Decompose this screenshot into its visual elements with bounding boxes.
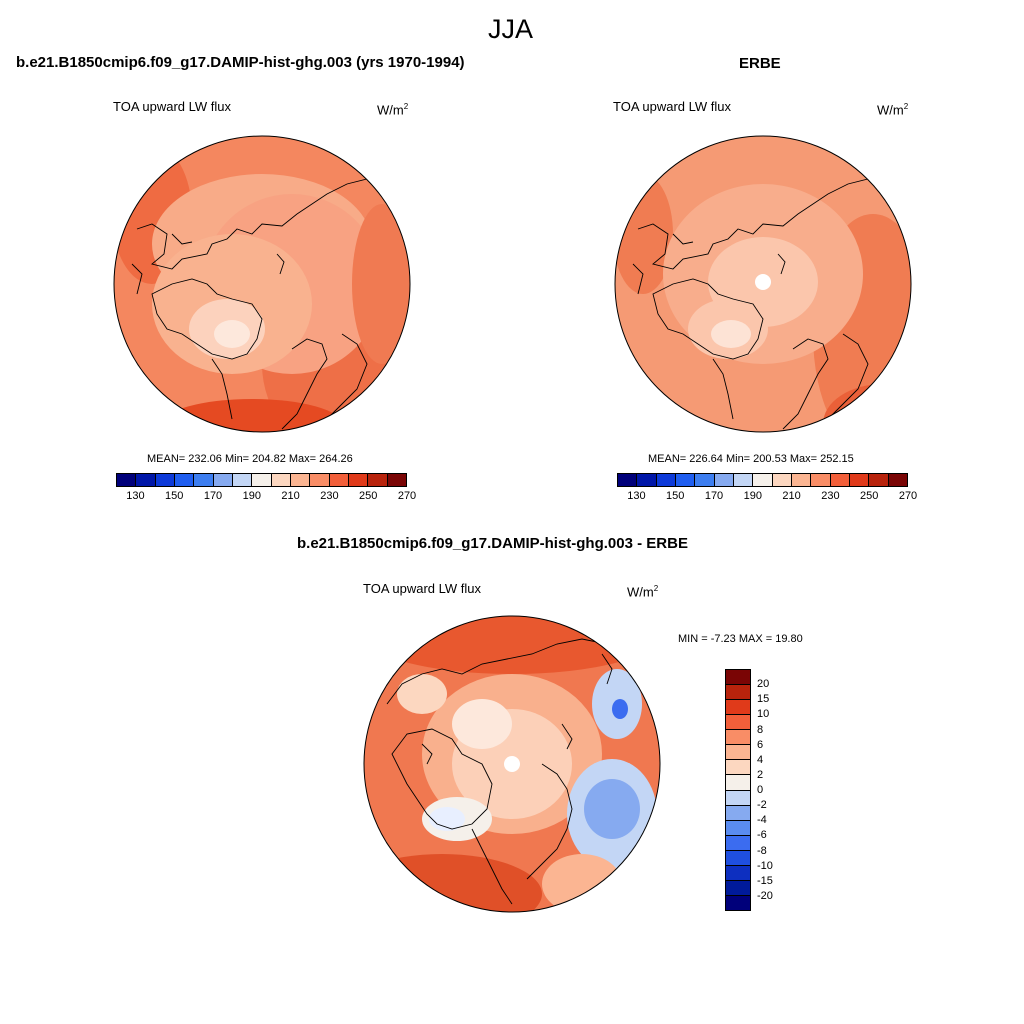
colorbar-tick-label: 210 [782, 490, 801, 502]
colorbar-swatch [791, 474, 812, 486]
colorbar-tick-label: -8 [757, 844, 767, 857]
colorbar-swatch [726, 790, 750, 806]
colorbar-swatch [726, 730, 750, 746]
colorbar-swatch [830, 474, 850, 486]
colorbar-tick-label: 270 [898, 490, 918, 502]
colorbar-swatch [213, 474, 233, 486]
colorbar-swatch [849, 474, 870, 486]
panel3-stats: MIN = -7.23 MAX = 19.80 [678, 633, 803, 645]
colorbar-tick-label: -2 [757, 799, 767, 812]
page-title: JJA [488, 14, 534, 44]
colorbar-swatch [726, 820, 750, 836]
panel1-stats: MEAN= 232.06 Min= 204.82 Max= 264.26 [147, 453, 353, 465]
colorbar-tick-label: -6 [757, 829, 767, 842]
colorbar-swatch [726, 760, 750, 776]
colorbar-swatch [271, 474, 291, 486]
panel2-colorbar: 130 150 170 190 210 230 250 270 [617, 473, 917, 503]
colorbar-swatch [811, 474, 831, 486]
colorbar-swatch [869, 474, 889, 486]
colorbar-tick-label: -4 [757, 814, 767, 827]
panel2-heading: ERBE [739, 55, 781, 72]
colorbar-tick-label: 4 [757, 753, 764, 766]
colorbar-tick-label: 190 [242, 490, 261, 502]
colorbar-swatch [174, 474, 195, 486]
colorbar-swatch [618, 474, 638, 486]
colorbar-tick-label: 6 [757, 738, 764, 751]
panel2-polar-map [614, 135, 912, 433]
colorbar-swatch [726, 670, 750, 686]
colorbar-swatch [329, 474, 349, 486]
colorbar-swatch [194, 474, 214, 486]
colorbar-swatch [155, 474, 175, 486]
panel1-colorbar: 130 150 170 190 210 230 250 270 [116, 473, 416, 503]
colorbar-tick-label: 130 [126, 490, 145, 502]
colorbar-swatch [637, 474, 657, 486]
colorbar-tick-label: 150 [165, 490, 184, 502]
colorbar-swatch [348, 474, 369, 486]
colorbar-swatch [726, 700, 750, 716]
colorbar-swatch [656, 474, 676, 486]
colorbar-swatch [726, 715, 750, 731]
colorbar-tick-label: 250 [860, 490, 879, 502]
colorbar-swatch [368, 474, 388, 486]
colorbar-tick-label: 2 [757, 768, 764, 781]
colorbar-swatch [310, 474, 330, 486]
panel3-units: W/m2 [627, 584, 659, 600]
colorbar-tick-label: 150 [666, 490, 685, 502]
colorbar-swatch [888, 474, 907, 486]
colorbar-tick-label: 20 [757, 678, 770, 691]
colorbar-swatch [136, 474, 156, 486]
colorbar-tick-label: -20 [757, 889, 773, 902]
panel1-variable-label: TOA upward LW flux [113, 99, 232, 114]
colorbar-swatch [726, 745, 750, 761]
colorbar-tick-label: 270 [397, 490, 417, 502]
colorbar-tick-label: 230 [320, 490, 339, 502]
colorbar-swatch [726, 685, 750, 701]
panel3-polar-map [363, 615, 661, 913]
colorbar-swatch [290, 474, 311, 486]
colorbar-swatch [726, 850, 750, 866]
colorbar-swatch [252, 474, 272, 486]
panel1-units: W/m2 [377, 102, 409, 118]
colorbar-swatch [726, 775, 750, 791]
colorbar-tick-label: -10 [757, 859, 773, 872]
panel2-stats: MEAN= 226.64 Min= 200.53 Max= 252.15 [648, 453, 854, 465]
colorbar-swatch [726, 880, 750, 896]
panel2-units: W/m2 [877, 102, 909, 118]
panel2-variable-label: TOA upward LW flux [613, 99, 732, 114]
colorbar-swatch [726, 805, 750, 821]
colorbar-tick-label: 0 [757, 784, 764, 796]
colorbar-swatch [232, 474, 253, 486]
colorbar-tick-label: 170 [203, 490, 223, 502]
colorbar-tick-label: 10 [757, 708, 770, 721]
colorbar-swatch [387, 474, 406, 486]
colorbar-tick-label: 130 [627, 490, 646, 502]
colorbar-swatch [695, 474, 715, 486]
panel3-variable-label: TOA upward LW flux [363, 581, 482, 596]
colorbar-swatch [726, 865, 750, 881]
colorbar-tick-label: 8 [757, 723, 764, 736]
colorbar-swatch [714, 474, 734, 486]
panel1-polar-map [113, 135, 411, 433]
colorbar-swatch [772, 474, 792, 486]
colorbar-swatch [726, 895, 750, 910]
panel1-heading: b.e21.B1850cmip6.f09_g17.DAMIP-hist-ghg.… [16, 54, 465, 71]
panel3-colorbar: 20 15 10 8 6 4 2 0 -2 -4 -6 -8 -10 -15 -20 [725, 669, 805, 911]
panel3-heading: b.e21.B1850cmip6.f09_g17.DAMIP-hist-ghg.… [297, 535, 688, 552]
colorbar-swatch [753, 474, 773, 486]
colorbar-swatch [733, 474, 754, 486]
colorbar-tick-label: 210 [281, 490, 300, 502]
colorbar-tick-label: 230 [821, 490, 840, 502]
colorbar-tick-label: 250 [359, 490, 378, 502]
colorbar-swatch [726, 835, 750, 851]
colorbar-tick-label: -15 [757, 874, 773, 887]
colorbar-tick-label: 190 [743, 490, 762, 502]
colorbar-tick-label: 15 [757, 693, 770, 706]
colorbar-swatch [117, 474, 137, 486]
colorbar-tick-label: 170 [704, 490, 724, 502]
colorbar-swatch [675, 474, 696, 486]
